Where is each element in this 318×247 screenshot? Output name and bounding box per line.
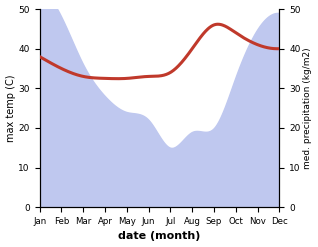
Y-axis label: max temp (C): max temp (C) (5, 74, 16, 142)
X-axis label: date (month): date (month) (118, 231, 201, 242)
Y-axis label: med. precipitation (kg/m2): med. precipitation (kg/m2) (303, 47, 313, 169)
